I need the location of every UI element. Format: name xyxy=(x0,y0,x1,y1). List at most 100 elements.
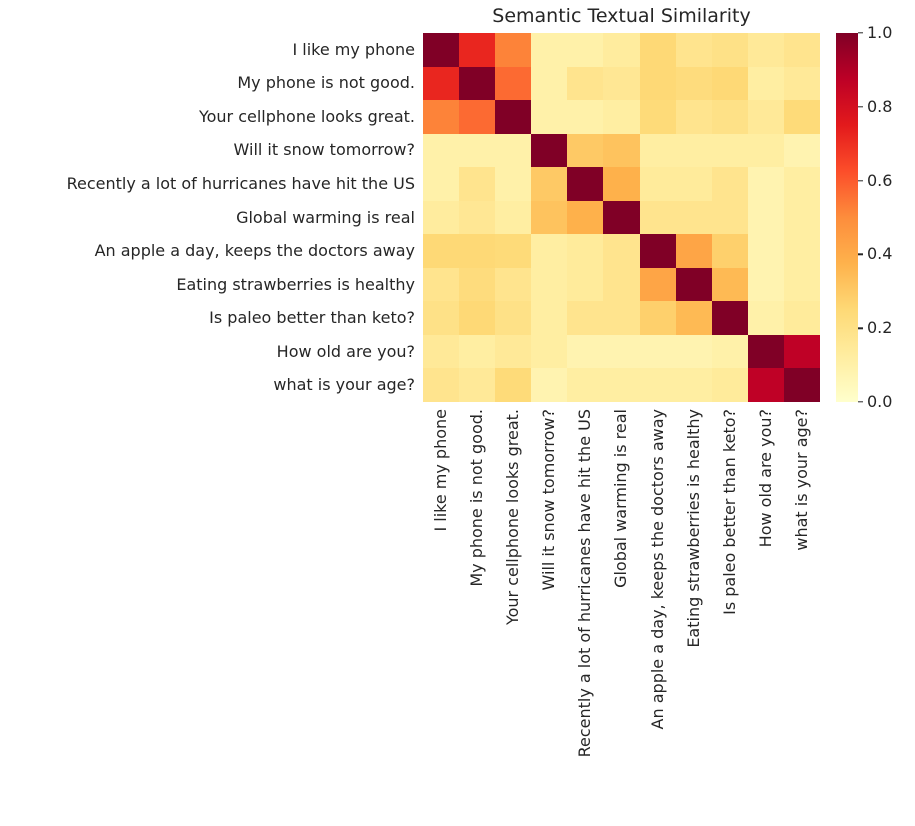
heatmap-cell xyxy=(603,234,640,268)
heatmap-cell xyxy=(747,334,784,369)
colorbar-tick-mark xyxy=(858,401,863,403)
heatmap-cell xyxy=(747,66,784,101)
heatmap-cell xyxy=(675,301,712,335)
heatmap-cell xyxy=(603,133,640,168)
heatmap-cell xyxy=(639,334,676,369)
heatmap-cell xyxy=(423,100,460,134)
heatmap-cell xyxy=(675,234,712,268)
heatmap-cell xyxy=(747,167,784,201)
heatmap-cell xyxy=(459,301,496,335)
heatmap-cell xyxy=(711,100,748,134)
x-tick-label: Global warming is real xyxy=(611,409,631,588)
heatmap-cell xyxy=(495,167,532,201)
heatmap-cell xyxy=(459,33,496,67)
y-tick-label: Global warming is real xyxy=(236,207,415,227)
heatmap-cell xyxy=(423,334,460,369)
heatmap-cell xyxy=(423,234,460,268)
heatmap-cell xyxy=(495,301,532,335)
heatmap-cell xyxy=(567,167,604,201)
heatmap-cell xyxy=(459,267,496,302)
heatmap-cell xyxy=(783,334,820,369)
heatmap-cell xyxy=(711,334,748,369)
heatmap-cell xyxy=(567,33,604,67)
heatmap-cell xyxy=(531,334,568,369)
chart-title: Semantic Textual Similarity xyxy=(492,5,751,27)
heatmap-cell xyxy=(675,200,712,235)
heatmap-cell xyxy=(747,368,784,402)
heatmap-cell xyxy=(783,200,820,235)
heatmap-cell xyxy=(531,33,568,67)
heatmap-cell xyxy=(675,100,712,134)
x-tick-label: An apple a day, keeps the doctors away xyxy=(647,409,667,730)
heatmap-cell xyxy=(567,66,604,101)
heatmap-cell xyxy=(423,267,460,302)
heatmap-cell xyxy=(567,200,604,235)
heatmap-cell xyxy=(531,267,568,302)
heatmap-cell xyxy=(531,234,568,268)
heatmap-cell xyxy=(567,133,604,168)
heatmap-cell xyxy=(495,267,532,302)
heatmap-cell xyxy=(639,267,676,302)
heatmap-cell xyxy=(711,301,748,335)
heatmap-cell xyxy=(495,334,532,369)
heatmap-cell xyxy=(603,66,640,101)
heatmap-cell xyxy=(423,133,460,168)
heatmap-cell xyxy=(423,368,460,402)
x-tick-label: what is your age? xyxy=(791,409,811,551)
x-axis-labels: I like my phone My phone is not good. Your… xyxy=(423,409,820,821)
colorbar-tick-mark xyxy=(858,253,863,256)
heatmap-cell xyxy=(603,368,640,402)
heatmap-cell xyxy=(423,66,460,101)
heatmap-cell xyxy=(747,33,784,67)
heatmap-cell xyxy=(567,301,604,335)
heatmap-cell xyxy=(783,133,820,168)
heatmap-cell xyxy=(747,100,784,134)
heatmap-cell xyxy=(423,200,460,235)
x-tick-label: Will it snow tomorrow? xyxy=(539,409,559,591)
heatmap-cell xyxy=(639,33,676,67)
heatmap-cell xyxy=(567,267,604,302)
x-tick-label: Your cellphone looks great. xyxy=(503,409,523,626)
heatmap-cell xyxy=(603,167,640,201)
heatmap-cell xyxy=(711,66,748,101)
heatmap-cell xyxy=(459,66,496,101)
y-tick-label: Your cellphone looks great. xyxy=(198,106,415,126)
heatmap-cell xyxy=(639,200,676,235)
heatmap-cell xyxy=(495,234,532,268)
heatmap-cell xyxy=(639,167,676,201)
heatmap-cell xyxy=(711,33,748,67)
heatmap-cell xyxy=(495,66,532,101)
colorbar-tick-mark xyxy=(858,32,863,34)
heatmap-grid xyxy=(423,33,820,402)
heatmap-cell xyxy=(459,368,496,402)
heatmap-cell xyxy=(459,200,496,235)
heatmap-cell xyxy=(603,200,640,235)
heatmap-cell xyxy=(747,234,784,268)
colorbar-tick-label: 0.2 xyxy=(867,318,893,338)
colorbar-tick-mark xyxy=(858,327,863,329)
heatmap-cell xyxy=(495,368,532,402)
y-tick-label: Is paleo better than keto? xyxy=(209,308,415,328)
heatmap-cell xyxy=(567,368,604,402)
heatmap-cell xyxy=(639,100,676,134)
heatmap-cell xyxy=(675,267,712,302)
y-tick-label: How old are you? xyxy=(276,341,415,361)
heatmap-cell xyxy=(495,200,532,235)
heatmap-cell xyxy=(567,100,604,134)
colorbar-tick-label: 0.6 xyxy=(867,170,893,190)
x-tick-label: Eating strawberries is healthy xyxy=(683,409,703,648)
colorbar-gradient xyxy=(836,33,858,402)
x-tick-label: How old are you? xyxy=(755,409,775,548)
heatmap-cell xyxy=(783,301,820,335)
y-tick-label: Will it snow tomorrow? xyxy=(233,140,415,160)
y-tick-label: An apple a day, keeps the doctors away xyxy=(94,241,415,261)
heatmap-cell xyxy=(711,234,748,268)
y-tick-label: My phone is not good. xyxy=(237,73,415,93)
heatmap-cell xyxy=(783,100,820,134)
colorbar-tick-label: 0.8 xyxy=(867,96,893,116)
y-tick-label: Recently a lot of hurricanes have hit th… xyxy=(66,173,415,193)
heatmap-cell xyxy=(783,66,820,101)
heatmap-cell xyxy=(567,334,604,369)
x-tick-label: Recently a lot of hurricanes have hit th… xyxy=(575,409,595,758)
